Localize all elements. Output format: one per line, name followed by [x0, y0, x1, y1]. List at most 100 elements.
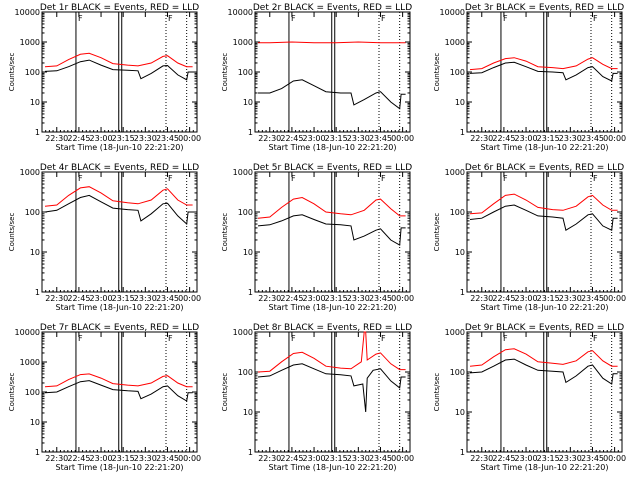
y-tick-label: 10000	[228, 8, 253, 17]
x-tick-label: 22:30	[45, 294, 68, 303]
x-tick-label: 23:30	[134, 454, 157, 463]
chart-panel: Det 6r BLACK = Events, RED = LLD 1 10 100 10…	[433, 163, 626, 312]
x-axis-label: Start Time (18-Jun-10 22:21:20)	[269, 143, 397, 152]
series-line-events	[258, 79, 406, 110]
x-tick-label: 22:30	[258, 294, 281, 303]
x-tick-label: 23:00	[90, 294, 113, 303]
series-line-lld	[44, 52, 193, 68]
plot-frame	[254, 11, 411, 133]
chart-panel: Det 1r BLACK = Events, RED = LLD 1 10 100 10…	[8, 3, 201, 152]
y-tick-label: 1	[248, 448, 253, 457]
time-marker-label: F	[291, 14, 296, 23]
time-marker-label: F	[78, 334, 83, 343]
series-line-events	[469, 61, 618, 82]
time-marker-label: F	[593, 174, 598, 183]
y-tick-label: 1	[248, 128, 253, 137]
x-tick-label: 23:00	[515, 454, 538, 463]
x-axis-label: Start Time (18-Jun-10 22:21:20)	[56, 303, 184, 312]
x-tick-label: 22:45	[492, 454, 515, 463]
time-marker-label: F	[168, 174, 173, 183]
chart-panel: Det 4r BLACK = Events, RED = LLD 1 10 100 10…	[8, 163, 201, 312]
series-line-events	[44, 59, 193, 81]
x-tick-label: 00:00	[391, 294, 414, 303]
y-tick-label: 100	[238, 68, 253, 77]
time-marker-label: F	[381, 174, 386, 183]
series-line-events	[44, 194, 193, 226]
y-tick-label: 1	[248, 288, 253, 297]
chart-title: Det 2r BLACK = Events, RED = LLD	[253, 3, 412, 13]
x-tick-label: 23:45	[369, 294, 392, 303]
x-tick-label: 00:00	[391, 134, 414, 143]
y-tick-label: 1000	[20, 168, 40, 177]
series-line-events	[469, 358, 618, 385]
x-tick-label: 23:15	[537, 294, 560, 303]
y-tick-label: 1000	[20, 38, 40, 47]
x-tick-label: 23:30	[134, 294, 157, 303]
y-tick-label: 10	[30, 418, 40, 427]
x-tick-label: 23:30	[559, 134, 582, 143]
x-axis-label: Start Time (18-Jun-10 22:21:20)	[481, 303, 609, 312]
x-tick-label: 00:00	[178, 134, 201, 143]
x-tick-label: 00:00	[391, 454, 414, 463]
chart-panel: Det 9r BLACK = Events, RED = LLD 1 10 100 10…	[433, 323, 626, 472]
x-tick-label: 22:45	[492, 134, 515, 143]
chart-panel: Det 3r BLACK = Events, RED = LLD 1 10 100 10…	[433, 3, 626, 152]
series-line-events	[469, 204, 618, 231]
y-tick-label: 100	[25, 208, 40, 217]
y-tick-label: 10	[30, 98, 40, 107]
x-tick-label: 22:45	[67, 294, 90, 303]
y-tick-label: 1	[460, 128, 465, 137]
series-line-events	[44, 380, 193, 402]
plot-frame	[466, 171, 623, 293]
x-tick-label: 22:45	[67, 454, 90, 463]
chart-panel: Det 8r BLACK = Events, RED = LLD 1 10 100 10…	[221, 323, 414, 472]
y-axis-label: Counts/sec	[433, 53, 441, 92]
chart-title: Det 4r BLACK = Events, RED = LLD	[40, 163, 199, 173]
time-marker-label: F	[291, 334, 296, 343]
series-line-events	[257, 214, 406, 246]
series-line-lld	[44, 373, 193, 388]
y-tick-label: 10000	[440, 8, 465, 17]
x-tick-label: 23:00	[90, 454, 113, 463]
y-tick-label: 1000	[445, 38, 465, 47]
x-tick-label: 22:45	[280, 454, 303, 463]
time-marker-label: F	[78, 14, 83, 23]
x-tick-label: 23:45	[581, 294, 604, 303]
series-line-lld	[257, 331, 406, 373]
x-axis-label: Start Time (18-Jun-10 22:21:20)	[269, 463, 397, 472]
y-axis-label: Counts/sec	[8, 53, 16, 92]
x-tick-label: 23:15	[325, 454, 348, 463]
x-tick-label: 23:00	[303, 294, 326, 303]
y-tick-label: 1	[35, 288, 40, 297]
x-tick-label: 00:00	[603, 134, 626, 143]
y-tick-label: 100	[238, 368, 253, 377]
series-line-events	[257, 363, 406, 413]
x-tick-label: 23:45	[369, 134, 392, 143]
y-axis-label: Counts/sec	[221, 373, 229, 412]
x-tick-label: 00:00	[178, 294, 201, 303]
x-tick-label: 23:15	[537, 454, 560, 463]
x-tick-label: 22:30	[470, 134, 493, 143]
series-line-lld	[258, 41, 406, 44]
y-axis-label: Counts/sec	[221, 53, 229, 92]
time-marker-label: F	[381, 14, 386, 23]
time-marker-label: F	[593, 334, 598, 343]
x-axis-label: Start Time (18-Jun-10 22:21:20)	[56, 463, 184, 472]
x-tick-label: 00:00	[178, 454, 201, 463]
y-tick-label: 100	[238, 208, 253, 217]
x-tick-label: 23:00	[515, 294, 538, 303]
chart-title: Det 9r BLACK = Events, RED = LLD	[465, 323, 624, 333]
y-tick-label: 10	[30, 248, 40, 257]
y-axis-label: Counts/sec	[433, 373, 441, 412]
time-marker-label: F	[503, 14, 508, 23]
x-axis-label: Start Time (18-Jun-10 22:21:20)	[56, 143, 184, 152]
y-tick-label: 1000	[233, 328, 253, 337]
x-tick-label: 23:30	[347, 294, 370, 303]
x-axis-label: Start Time (18-Jun-10 22:21:20)	[481, 463, 609, 472]
x-tick-label: 23:00	[515, 134, 538, 143]
time-marker-label: F	[381, 334, 386, 343]
x-tick-label: 23:00	[303, 454, 326, 463]
x-tick-label: 22:30	[470, 294, 493, 303]
chart-title: Det 6r BLACK = Events, RED = LLD	[465, 163, 624, 173]
plot-frame	[254, 331, 411, 453]
